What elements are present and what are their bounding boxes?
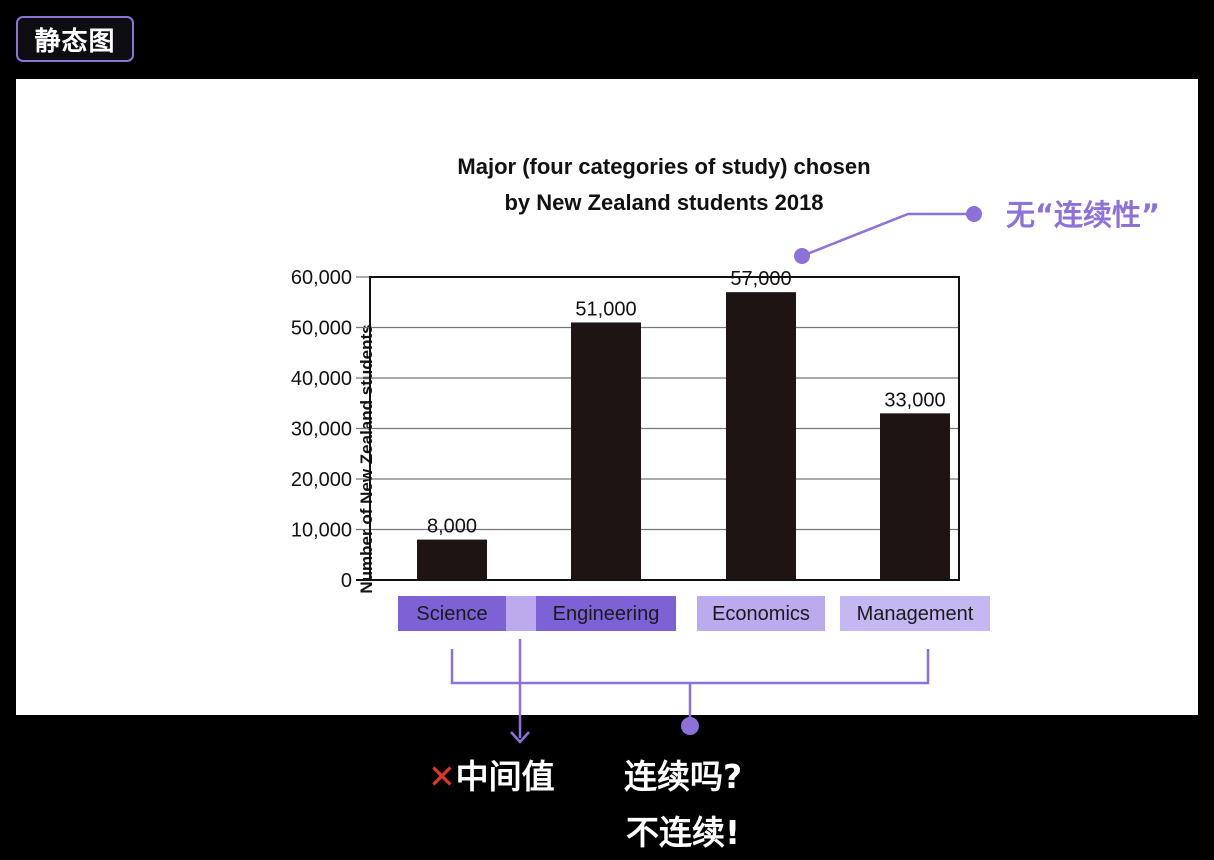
- data-label: 51,000: [575, 298, 636, 320]
- bracket-dot: [681, 717, 699, 735]
- bar-management: [880, 413, 950, 580]
- median-text: 中间值: [455, 757, 555, 796]
- static-chart-badge: 静态图: [16, 16, 134, 62]
- median-arrow-head: [510, 731, 530, 744]
- continuity-annotation: 无“连续性”: [794, 198, 1160, 264]
- bar-economics: [726, 292, 796, 580]
- annotation-text: 无“连续性”: [1006, 198, 1160, 232]
- y-tick-label: 0: [341, 570, 352, 592]
- y-tick-label: 40,000: [291, 368, 352, 390]
- category-label-bg: [840, 596, 990, 631]
- bar-chart: Major (four categories of study) chosen …: [291, 154, 1160, 715]
- bar-engineering: [571, 322, 641, 580]
- bar-science: [417, 539, 487, 580]
- y-tick-label: 30,000: [291, 419, 352, 441]
- category-bracket: [450, 639, 930, 715]
- bracket-line: [450, 649, 930, 685]
- bars: [417, 292, 950, 580]
- category-label-management: Management: [857, 603, 974, 625]
- y-axis-label: Number of New Zealand students: [357, 324, 376, 593]
- y-tick-labels: 0 10,000 20,000 30,000 40,000 50,000 60,000: [291, 267, 352, 592]
- annotation-dot-end: [966, 206, 982, 222]
- chart-panel: Major (four categories of study) chosen …: [16, 79, 1198, 715]
- data-label: 33,000: [884, 389, 945, 411]
- category-label-engineering: Engineering: [553, 603, 660, 625]
- category-label-bg: [536, 596, 676, 631]
- category-label-bg: [697, 596, 825, 631]
- y-tick-label: 10,000: [291, 520, 352, 542]
- category-label-economics: Economics: [712, 603, 810, 625]
- data-label: 57,000: [730, 268, 791, 290]
- not-continuous-answer: 不连续!: [626, 813, 741, 852]
- annotation-dot-start: [794, 248, 810, 264]
- y-tick-label: 20,000: [291, 469, 352, 491]
- category-label-science: Science: [416, 603, 487, 625]
- category-labels: Science Engineering Economics Management: [398, 596, 990, 631]
- median-caption: ✕中间值: [428, 757, 555, 797]
- chart-title: Major (four categories of study) chosen: [457, 154, 870, 179]
- x-mark-icon: ✕: [428, 757, 456, 796]
- data-label: 8,000: [427, 516, 477, 538]
- data-labels: 8,000 51,000 57,000 33,000: [427, 268, 946, 537]
- continuous-question: 连续吗?: [624, 757, 743, 796]
- annotation-leader-line: [801, 212, 972, 258]
- category-label-bg: [398, 596, 506, 631]
- plot-frame: [369, 276, 960, 581]
- chart-subtitle: by New Zealand students 2018: [504, 190, 823, 215]
- y-tick-label: 50,000: [291, 318, 352, 340]
- label-gap-fill: [506, 596, 536, 631]
- y-tick-label: 60,000: [291, 267, 352, 289]
- badge-label: 静态图: [34, 26, 116, 57]
